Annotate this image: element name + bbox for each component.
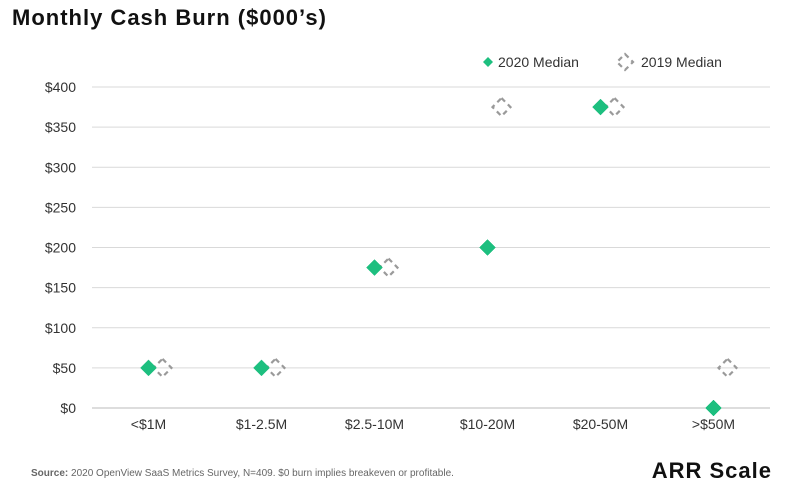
point-2020-median bbox=[479, 239, 496, 256]
x-tick-label: $1-2.5M bbox=[236, 416, 287, 432]
legend-marker-2020 bbox=[483, 57, 493, 67]
point-2020-median bbox=[366, 259, 383, 276]
y-tick-label: $150 bbox=[45, 280, 76, 296]
legend-marker-2019 bbox=[615, 52, 635, 72]
y-tick-label: $0 bbox=[60, 400, 76, 416]
x-tick-label: <$1M bbox=[131, 416, 166, 432]
point-2020-median bbox=[592, 98, 609, 116]
source-label: Source: bbox=[31, 468, 69, 479]
chart-title: Monthly Cash Burn ($000’s) bbox=[12, 5, 327, 30]
x-tick-label: $20-50M bbox=[573, 416, 628, 432]
y-tick-label: $200 bbox=[45, 240, 76, 256]
legend-label-2019: 2019 Median bbox=[641, 54, 722, 70]
y-tick-label: $250 bbox=[45, 199, 76, 215]
point-2020-median bbox=[705, 399, 722, 417]
x-tick-label: $10-20M bbox=[460, 416, 515, 432]
y-tick-label: $350 bbox=[45, 119, 76, 135]
y-tick-label: $50 bbox=[53, 360, 77, 376]
y-tick-label: $400 bbox=[45, 79, 76, 95]
legend-label-2020: 2020 Median bbox=[498, 54, 579, 70]
x-axis-title: ARR Scale bbox=[651, 458, 772, 483]
source-note: Source: 2020 OpenView SaaS Metrics Surve… bbox=[31, 468, 454, 479]
point-2019-median bbox=[490, 96, 513, 118]
y-tick-label: $100 bbox=[45, 320, 76, 336]
x-tick-label: >$50M bbox=[692, 416, 735, 432]
source-text: 2020 OpenView SaaS Metrics Survey, N=409… bbox=[68, 468, 454, 479]
point-2020-median bbox=[253, 359, 270, 377]
point-2020-median bbox=[140, 359, 157, 377]
x-tick-label: $2.5-10M bbox=[345, 416, 404, 432]
y-tick-label: $300 bbox=[45, 159, 76, 175]
